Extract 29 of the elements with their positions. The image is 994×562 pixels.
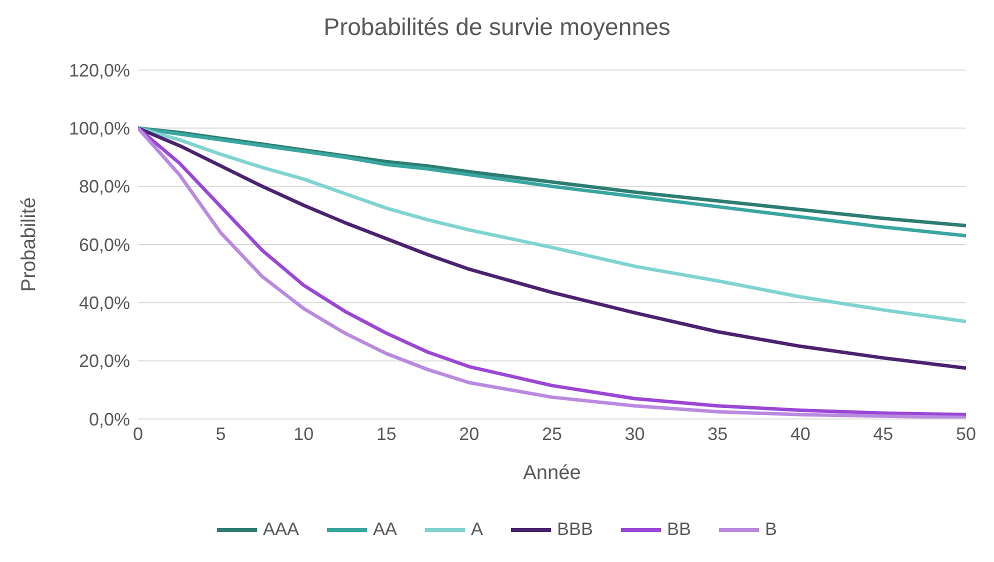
x-tick-label: 25 [542, 424, 562, 444]
x-tick-label: 20 [459, 424, 480, 444]
x-tick-label: 35 [708, 424, 728, 444]
y-tick-label: 20,0% [78, 351, 130, 372]
x-tick-label: 15 [376, 424, 396, 444]
chart-title: Probabilités de survie moyennes [322, 13, 672, 43]
x-tick-label: 30 [624, 424, 645, 444]
y-axis-title: Probabilité [18, 197, 40, 292]
legend-label: BB [667, 519, 692, 540]
x-tick-label: 45 [873, 424, 894, 444]
y-tick-label: 100,0% [68, 118, 130, 139]
y-tick-label: 120,0% [68, 60, 130, 80]
y-tick-label: 80,0% [78, 176, 130, 197]
y-tick-label: 60,0% [78, 234, 130, 255]
line-series [138, 126, 966, 324]
legend-label: AAA [262, 519, 299, 540]
y-tick-label: 0,0% [88, 409, 130, 430]
line-series [138, 126, 966, 370]
x-tick-label: 50 [956, 424, 976, 444]
x-tick-label: 0 [132, 424, 144, 444]
legend-label: BBB [557, 519, 594, 540]
x-tick-label: 5 [216, 424, 226, 444]
legend-label: B [765, 519, 778, 540]
y-tick-label: 40,0% [78, 293, 130, 314]
legend-label: A [470, 519, 483, 540]
x-tick-label: 10 [294, 424, 314, 444]
x-tick-label: 40 [790, 424, 810, 444]
x-axis-title: Année [523, 462, 581, 484]
legend-label: AA [372, 519, 397, 540]
